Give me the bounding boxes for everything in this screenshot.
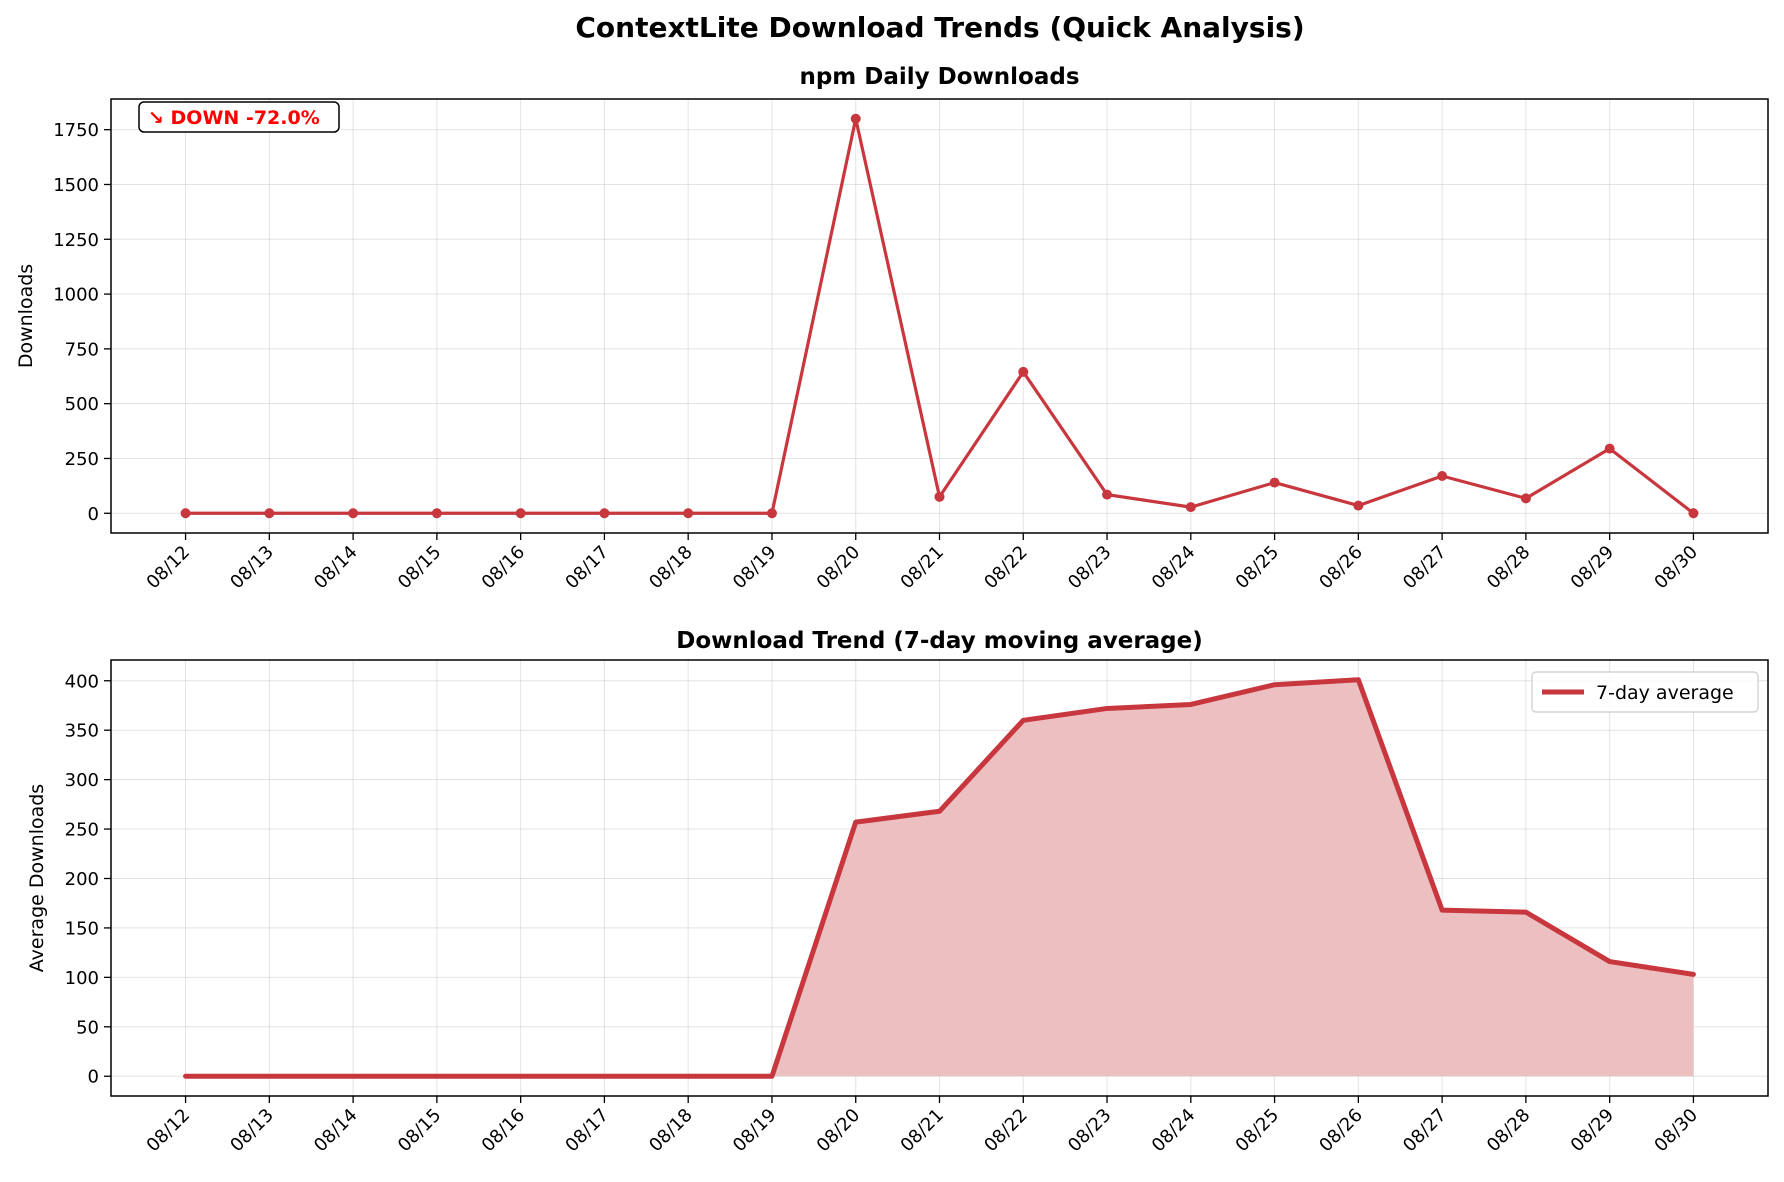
legend-box <box>1531 671 1759 713</box>
y-tick-label: 0 <box>88 504 99 525</box>
y-tick-label: 250 <box>65 449 99 470</box>
data-point <box>1604 443 1615 454</box>
data-point <box>1520 493 1531 504</box>
annotation-text: ↘ DOWN -72.0% <box>148 107 320 129</box>
y-tick-label: 250 <box>65 820 99 841</box>
data-point <box>599 508 610 519</box>
y-tick-label: 0 <box>88 1067 99 1088</box>
chart-title: npm Daily Downloads <box>799 64 1079 90</box>
figure-title: ContextLite Download Trends (Quick Analy… <box>575 11 1304 44</box>
data-point <box>515 508 526 519</box>
data-point <box>431 508 442 519</box>
y-tick-label: 750 <box>65 339 99 360</box>
legend-label: 7-day average <box>1596 682 1734 704</box>
series-line <box>183 677 1696 1079</box>
y-tick-label: 150 <box>65 918 99 939</box>
data-point <box>1353 500 1364 511</box>
y-tick-label: 300 <box>65 770 99 791</box>
data-point <box>180 508 191 519</box>
data-point <box>1102 489 1113 500</box>
data-point <box>348 508 359 519</box>
y-tick-label: 1500 <box>53 175 99 196</box>
area-fill <box>185 679 1694 1077</box>
y-tick-label: 100 <box>65 968 99 989</box>
y-tick-label: 1250 <box>53 230 99 251</box>
y-tick-label: 200 <box>65 869 99 890</box>
data-point <box>850 113 861 124</box>
y-tick-label: 400 <box>65 671 99 692</box>
y-tick-label: 1000 <box>53 285 99 306</box>
data-point <box>264 508 275 519</box>
data-point <box>1269 477 1280 488</box>
data-point <box>766 508 777 519</box>
y-axis-label: Downloads <box>15 264 37 368</box>
y-tick-label: 500 <box>65 394 99 415</box>
data-point <box>1688 508 1699 519</box>
data-point <box>1018 366 1029 377</box>
data-point <box>1185 502 1196 513</box>
data-point <box>934 491 945 502</box>
y-tick-label: 50 <box>76 1017 99 1038</box>
chart-title: Download Trend (7-day moving average) <box>676 628 1203 654</box>
y-tick-label: 1750 <box>53 120 99 141</box>
data-point <box>1437 471 1448 482</box>
annotation-box <box>138 101 340 133</box>
y-tick-label: 350 <box>65 721 99 742</box>
y-axis-label: Average Downloads <box>26 784 48 972</box>
data-point <box>683 508 694 519</box>
